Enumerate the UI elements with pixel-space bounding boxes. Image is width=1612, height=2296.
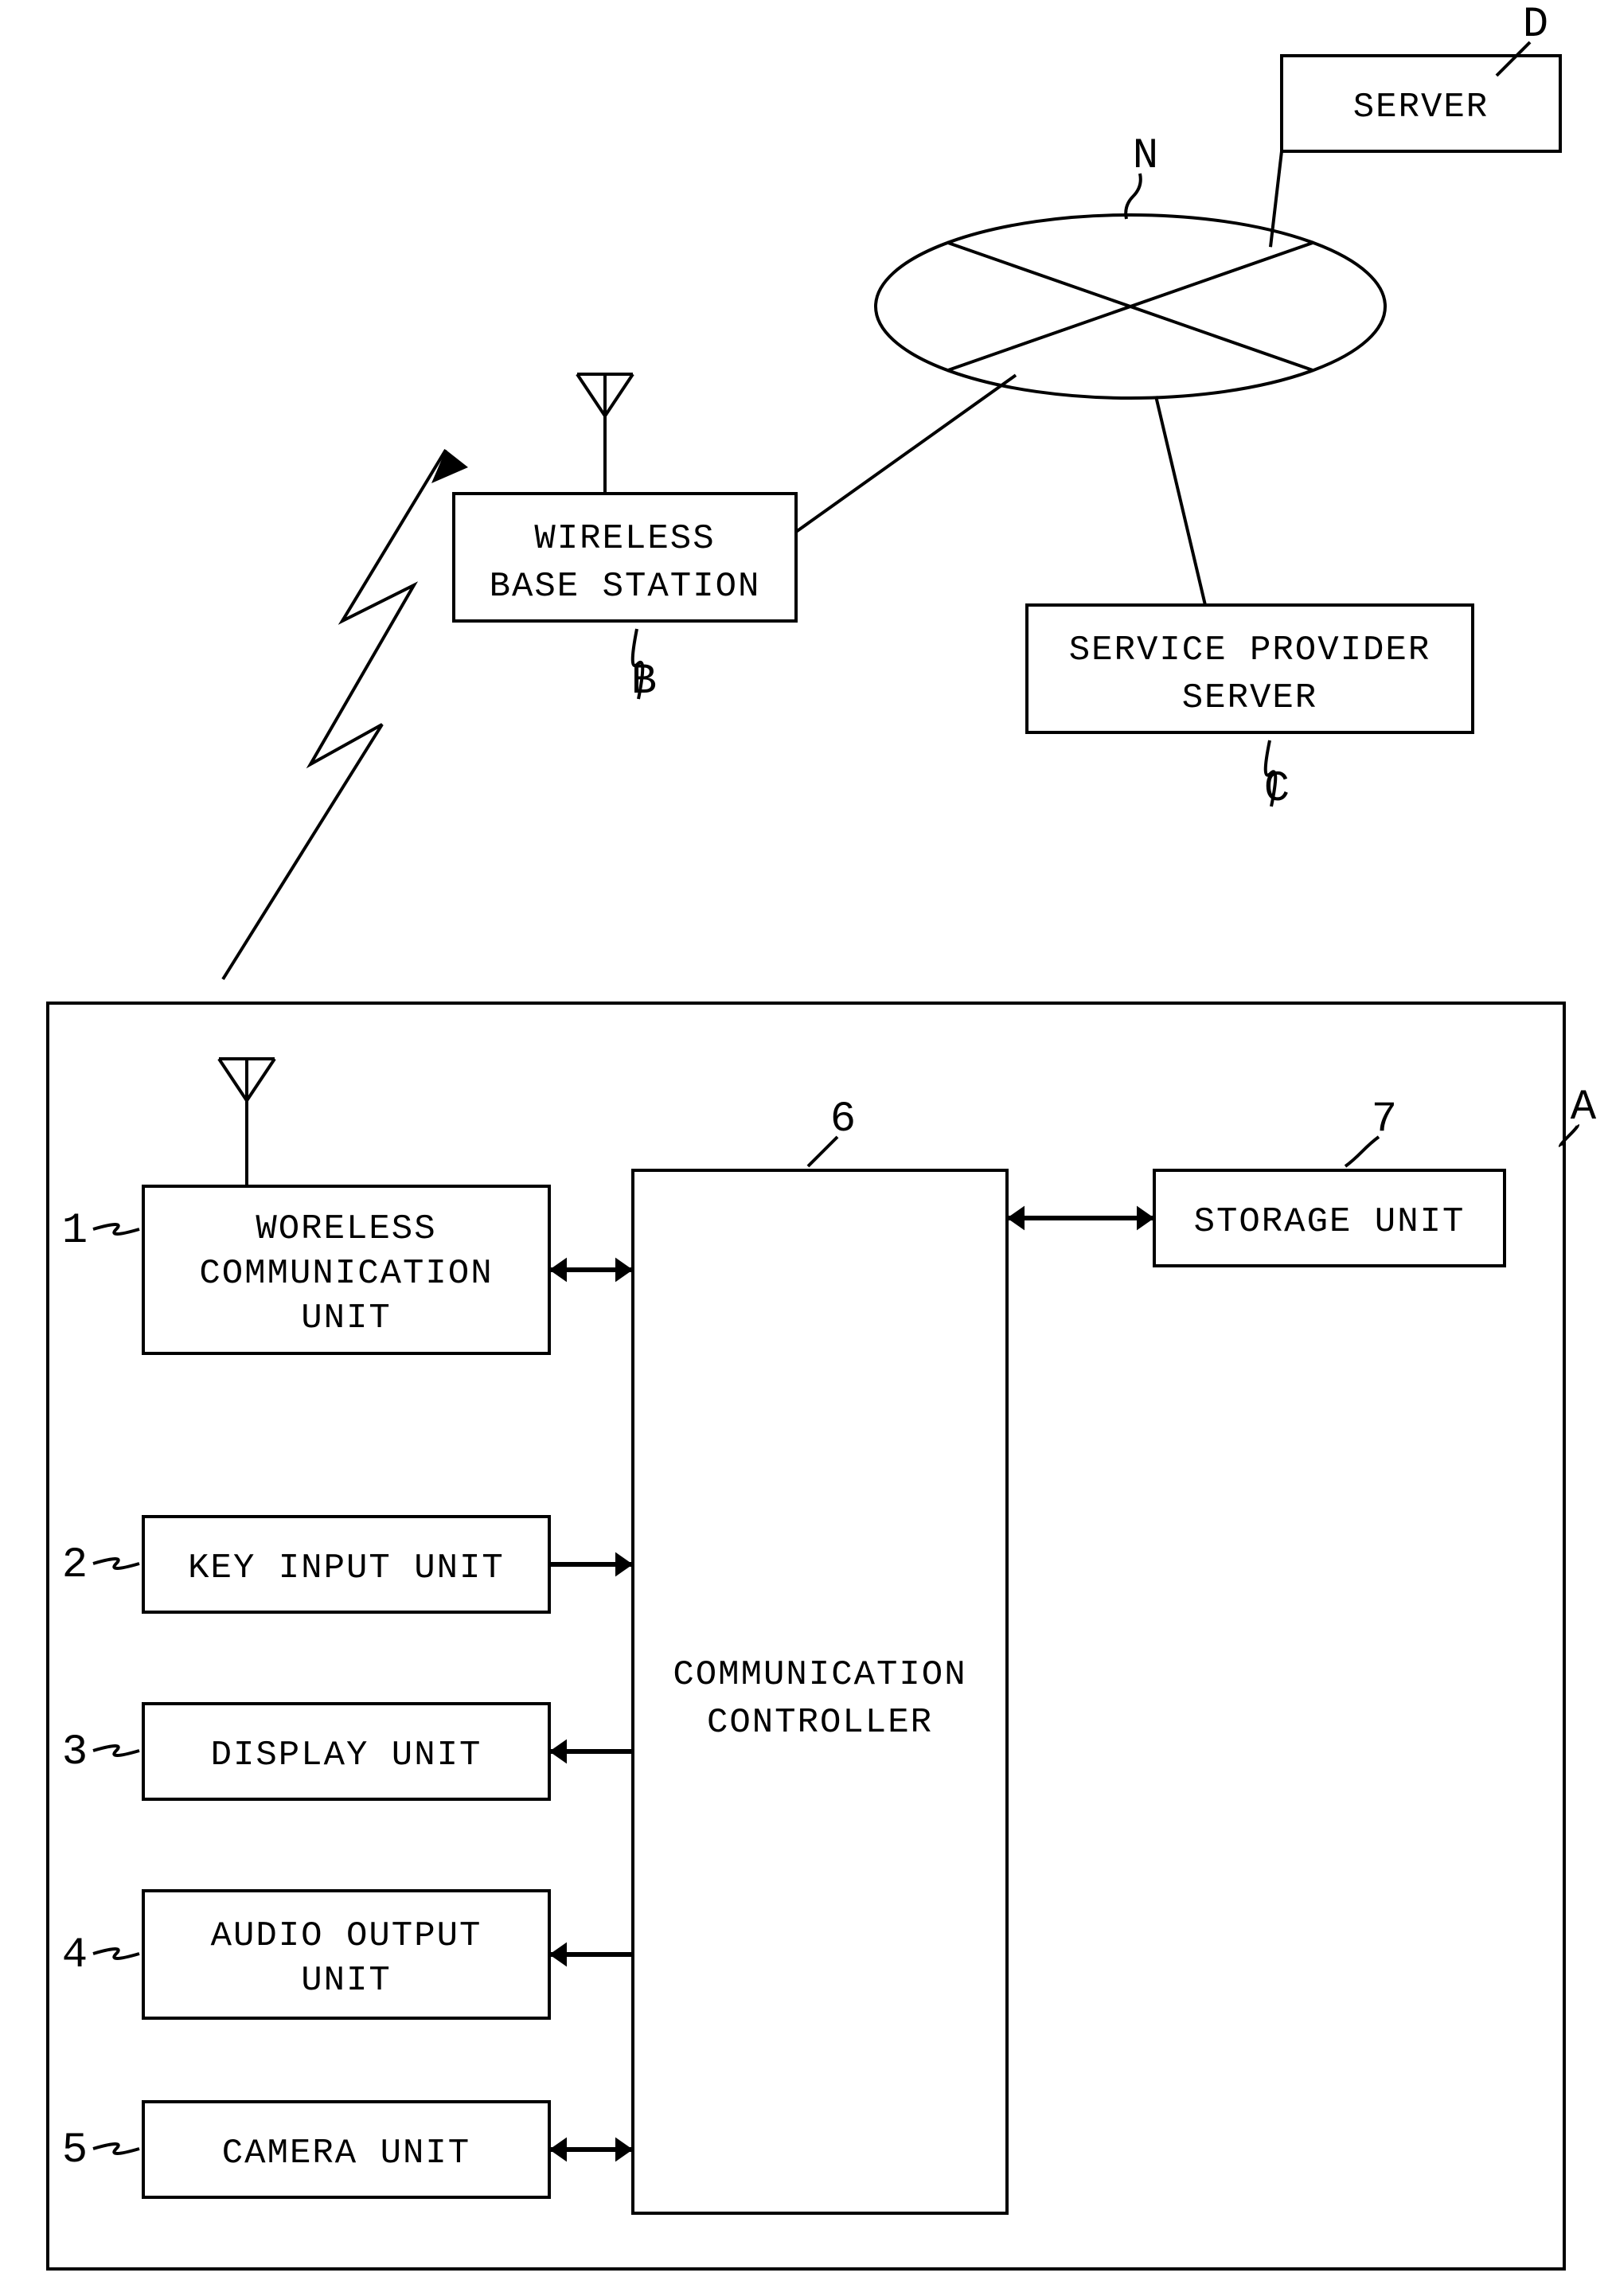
display-unit-block-label-0: DISPLAY UNIT <box>211 1736 482 1775</box>
camera-unit-block-label-0: CAMERA UNIT <box>222 2134 470 2173</box>
ref-label-C: C <box>1264 765 1291 814</box>
controller-label-1: COMMUNICATION <box>673 1655 966 1695</box>
audio-output-unit-block-label-0: AUDIO OUTPUT <box>211 1916 482 1956</box>
ref-label-1: 1 <box>62 1207 89 1255</box>
system-block-diagram: SERVER WIRELESS BASE STATION SERVICE PROVID… <box>0 0 1612 2296</box>
ref-label-N: N <box>1133 132 1160 181</box>
controller-label-2: CONTROLLER <box>707 1703 933 1743</box>
server-label: SERVER <box>1353 88 1489 127</box>
wireless-communication-unit-block-label-2: UNIT <box>301 1298 392 1338</box>
provider-label-1: SERVICE PROVIDER <box>1069 631 1431 670</box>
ref-label-D: D <box>1523 1 1550 49</box>
ref-label-5: 5 <box>62 2126 89 2175</box>
ref-label-3: 3 <box>62 1728 89 1777</box>
key-input-unit-block-label-0: KEY INPUT UNIT <box>188 1548 505 1588</box>
wireless-link <box>223 450 446 979</box>
provider-label-2: SERVER <box>1182 678 1317 718</box>
ref-label-7: 7 <box>1372 1095 1399 1144</box>
wireless-communication-unit-block-label-1: COMMUNICATION <box>199 1254 493 1294</box>
ref-label-4: 4 <box>62 1931 89 1980</box>
ref-label-6: 6 <box>830 1095 857 1144</box>
ref-label-A: A <box>1571 1084 1598 1132</box>
storage-label: STORAGE UNIT <box>1194 1202 1466 1242</box>
audio-output-unit-block-label-1: UNIT <box>301 1961 392 2001</box>
ref-label-2: 2 <box>62 1541 89 1590</box>
base-label-1: WIRELESS <box>534 519 715 559</box>
wireless-communication-unit-block-label-0: WORELESS <box>256 1209 436 1249</box>
base-label-2: BASE STATION <box>490 567 761 607</box>
